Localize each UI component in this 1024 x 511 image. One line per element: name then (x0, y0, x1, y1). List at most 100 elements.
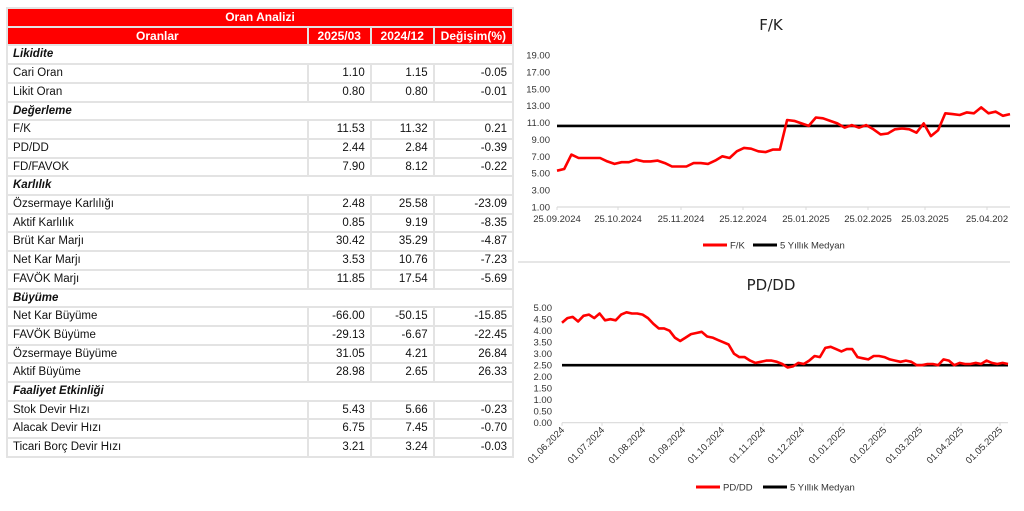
value-2025-03: 7.90 (306, 156, 372, 178)
ratio-series-line (556, 106, 1011, 172)
x-tick-label: 01.03.2025 (884, 425, 925, 466)
table-body: Likidite Cari Oran 1.10 1.15 -0.05 Likit Oran… (6, 44, 515, 458)
row-label: FAVÖK Büyüme (6, 324, 309, 346)
value-2024-12: 2.84 (369, 137, 435, 159)
row-label: Aktif Büyüme (6, 362, 309, 384)
x-tick-label: 01.10.2024 (686, 425, 727, 466)
legend-series-label: PD/DD (723, 483, 753, 494)
value-2025-03: 28.98 (306, 362, 372, 384)
y-tick-label: 13.00 (526, 101, 550, 112)
table-row: Brüt Kar Marjı 30.42 35.29 -4.87 (6, 231, 515, 253)
table-row: Net Kar Marjı 3.53 10.76 -7.23 (6, 250, 515, 271)
value-2025-03: 5.43 (306, 399, 372, 421)
table-row: F/K 11.53 11.32 0.21 (6, 119, 515, 140)
table-row: FAVÖK Marjı 11.85 17.54 -5.69 (6, 268, 515, 290)
value-change: -23.09 (432, 194, 515, 215)
value-change: -8.35 (432, 212, 515, 234)
value-2025-03: 2.48 (306, 194, 372, 215)
x-tick-label: 01.02.2025 (848, 425, 889, 466)
y-tick-label: 1.00 (532, 203, 551, 214)
table-row: Özsermaye Karlılığı 2.48 25.58 -23.09 (6, 194, 515, 215)
x-tick-label: 01.07.2024 (566, 425, 607, 466)
legend-series-label: F/K (730, 241, 745, 252)
chart-divider (518, 261, 1010, 263)
value-2024-12: 1.15 (369, 63, 435, 84)
section-row: Karlılık (6, 175, 514, 197)
ratio-analysis-table-container: Oran Analizi Oranlar 2025/03 2024/12 Değ… (6, 7, 515, 458)
table-row: FAVÖK Büyüme -29.13 -6.67 -22.45 (6, 324, 515, 346)
value-change: -0.22 (432, 156, 515, 178)
y-tick-label: 17.00 (526, 67, 550, 78)
row-label: Net Kar Marjı (6, 250, 309, 271)
row-label: Alacak Devir Hızı (6, 418, 309, 440)
value-2024-12: 8.12 (369, 156, 435, 178)
column-header-change: Değişim(%) (432, 25, 515, 47)
row-label: Likit Oran (6, 81, 309, 103)
value-change: -5.69 (432, 268, 515, 290)
row-label: FD/FAVOK (6, 156, 309, 178)
pddd-chart: PD/DD 0.00 0.50 1.00 1.50 2.00 2.50 3.00 3.50 4.0… (518, 263, 1024, 511)
section-heading: Likidite (6, 44, 514, 66)
value-2025-03: 0.85 (306, 212, 372, 234)
value-change: -7.23 (432, 250, 515, 271)
value-2024-12: 3.24 (369, 437, 435, 458)
y-tick-label: 0.50 (534, 407, 553, 418)
row-label: Aktif Karlılık (6, 212, 309, 234)
legend-median-label: 5 Yıllık Medyan (780, 241, 845, 252)
value-2025-03: 11.53 (306, 119, 372, 140)
y-tick-label: 4.00 (534, 326, 553, 337)
value-2024-12: 4.21 (369, 343, 435, 365)
value-2025-03: 30.42 (306, 231, 372, 253)
x-tick-label: 25.02.2025 (844, 214, 892, 225)
value-change: -0.23 (432, 399, 515, 421)
value-2025-03: 1.10 (306, 63, 372, 84)
value-change: -4.87 (432, 231, 515, 253)
section-row: Değerleme (6, 100, 514, 122)
y-tick-label: 1.50 (534, 384, 553, 395)
ratio-analysis-table: Oran Analizi Oranlar 2025/03 2024/12 Değ… (6, 7, 515, 458)
value-2024-12: 5.66 (369, 399, 435, 421)
table-row: Stok Devir Hızı 5.43 5.66 -0.23 (6, 399, 515, 421)
table-row: Aktif Karlılık 0.85 9.19 -8.35 (6, 212, 515, 234)
value-2025-03: 31.05 (306, 343, 372, 365)
table-row: Net Kar Büyüme -66.00 -50.15 -15.85 (6, 306, 515, 327)
column-header-2025-03: 2025/03 (306, 25, 372, 47)
y-tick-label: 9.00 (532, 135, 551, 146)
x-tick-label: 01.01.2025 (807, 425, 848, 466)
row-label: Ticari Borç Devir Hızı (6, 437, 309, 458)
value-2024-12: 11.32 (369, 119, 435, 140)
table-row: PD/DD 2.44 2.84 -0.39 (6, 137, 515, 159)
table-row: Alacak Devir Hızı 6.75 7.45 -0.70 (6, 418, 515, 440)
chart-title: F/K (759, 16, 784, 34)
value-change: -0.70 (432, 418, 515, 440)
x-tick-label: 01.12.2024 (766, 425, 807, 466)
x-tick-label: 01.04.2025 (925, 425, 966, 466)
y-tick-label: 3.00 (534, 349, 553, 360)
value-2025-03: 6.75 (306, 418, 372, 440)
x-tick-label: 25.09.2024 (533, 214, 581, 225)
table-row: FD/FAVOK 7.90 8.12 -0.22 (6, 156, 515, 178)
x-tick-label: 01.06.2024 (526, 425, 567, 466)
value-change: -15.85 (432, 306, 515, 327)
value-2024-12: 7.45 (369, 418, 435, 440)
value-2024-12: -6.67 (369, 324, 435, 346)
value-2025-03: 2.44 (306, 137, 372, 159)
value-2024-12: 0.80 (369, 81, 435, 103)
value-2024-12: 25.58 (369, 194, 435, 215)
value-change: -0.05 (432, 63, 515, 84)
value-2024-12: 2.65 (369, 362, 435, 384)
value-2024-12: -50.15 (369, 306, 435, 327)
section-heading: Karlılık (6, 175, 514, 197)
x-tick-label: 25.12.2024 (719, 214, 767, 225)
row-label: Cari Oran (6, 63, 309, 84)
section-row: Likidite (6, 44, 514, 66)
row-label: Özsermaye Büyüme (6, 343, 309, 365)
section-heading: Değerleme (6, 100, 514, 122)
value-2024-12: 10.76 (369, 250, 435, 271)
x-tick-label: 25.03.2025 (901, 214, 949, 225)
value-2024-12: 17.54 (369, 268, 435, 290)
value-change: -0.01 (432, 81, 515, 103)
row-label: Özsermaye Karlılığı (6, 194, 309, 215)
table-row: Aktif Büyüme 28.98 2.65 26.33 (6, 362, 515, 384)
table-row: Likit Oran 0.80 0.80 -0.01 (6, 81, 515, 103)
